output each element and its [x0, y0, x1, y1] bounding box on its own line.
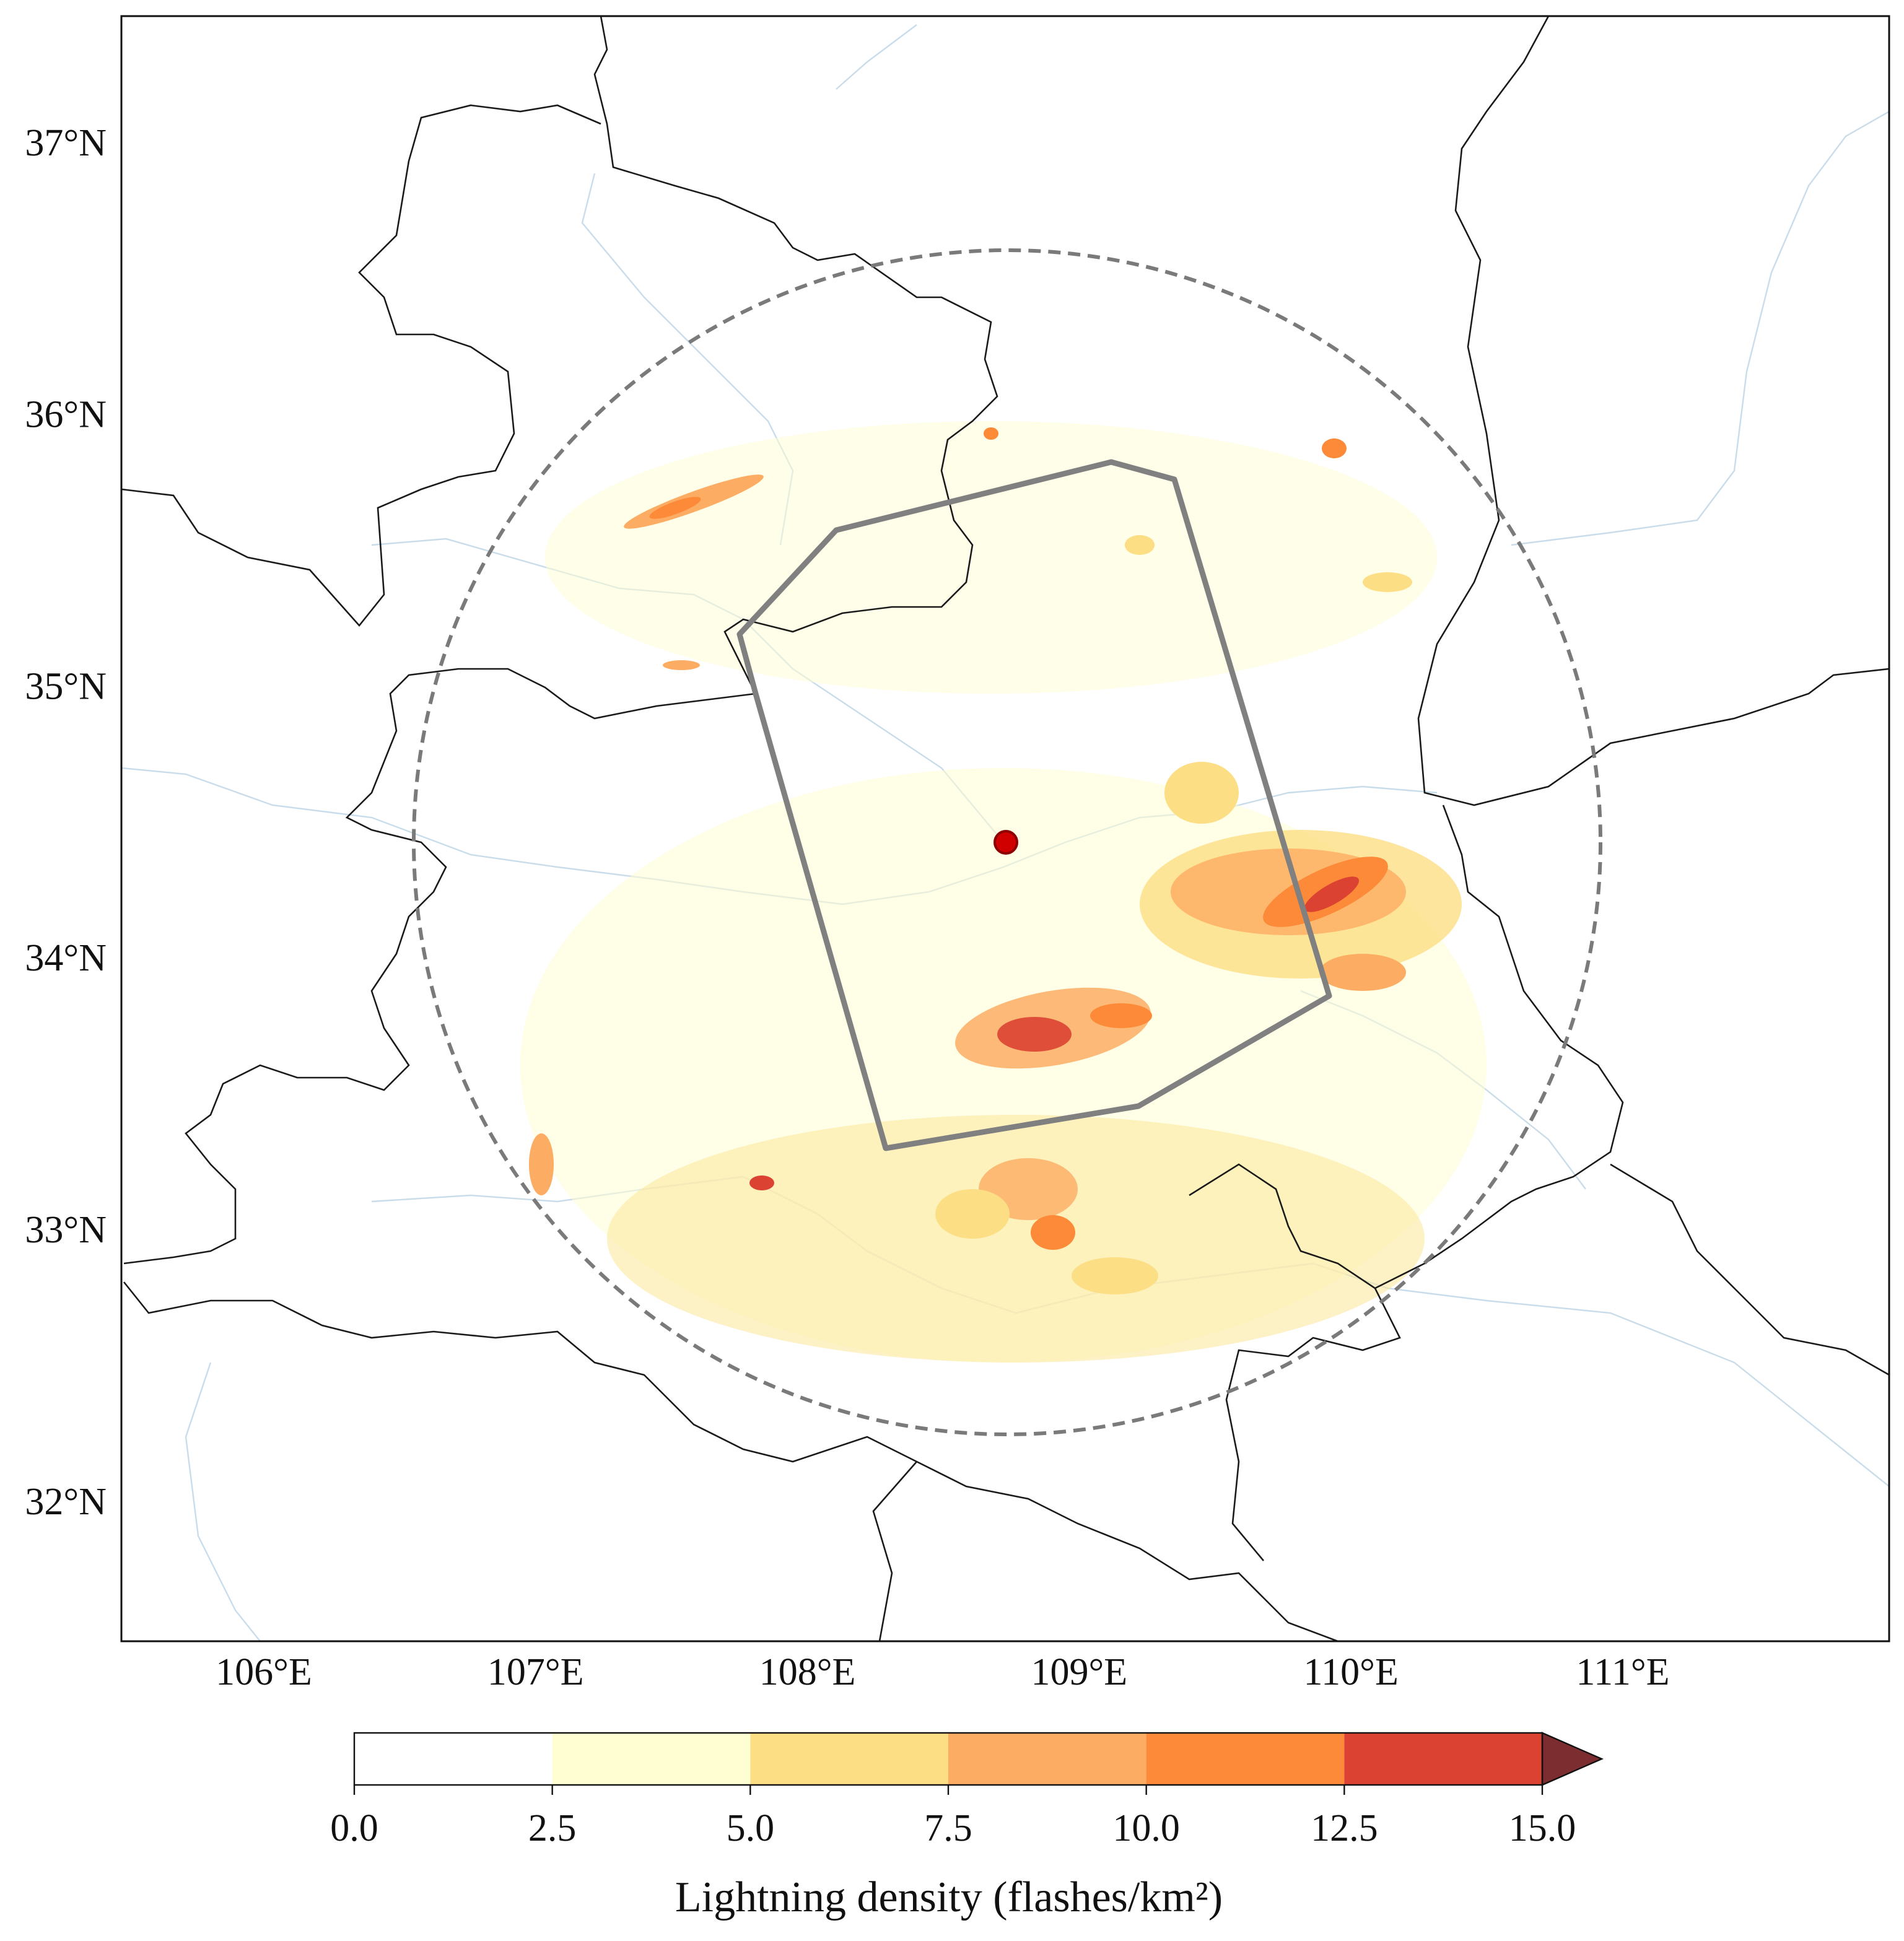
lightning-patch: [529, 1133, 554, 1195]
lightning-patch: [1090, 1003, 1152, 1028]
y-tick-label: 32°N: [25, 1481, 107, 1523]
lightning-patch: [1125, 535, 1155, 555]
lightning-patch: [935, 1189, 1010, 1239]
colorbar-tick-label: 10.0: [1112, 1807, 1180, 1849]
border: [872, 1461, 917, 1641]
lightning-patch: [649, 497, 701, 519]
lightning-patch: [1322, 438, 1347, 458]
radar-range-circle: [412, 248, 1602, 1436]
colorbar-tick-label: 7.5: [924, 1807, 972, 1849]
lightning-patch: [1363, 572, 1412, 592]
lightning-patch: [545, 421, 1437, 694]
x-tick-label: 109°E: [1031, 1651, 1128, 1693]
border: [1610, 1163, 1889, 1376]
border: [123, 16, 998, 1265]
colorbar-tick-label: 12.5: [1311, 1807, 1378, 1849]
axes: 106°E 107°E 108°E 109°E 110°E 111°E 32°N 33°N 34…: [25, 122, 1669, 1693]
lightning-patch: [1031, 1215, 1075, 1250]
x-tick-label: 107°E: [487, 1651, 584, 1693]
border: [1374, 805, 1624, 1289]
river: [1511, 110, 1889, 546]
y-tick-label: 36°N: [25, 394, 107, 436]
colorbar-bin: [1344, 1733, 1542, 1785]
colorbar-bin: [750, 1733, 948, 1785]
y-tick-label: 34°N: [25, 937, 107, 979]
borders: [121, 16, 1889, 1641]
colorbar-tick-label: 0.0: [330, 1807, 378, 1849]
lightning-patch: [1164, 762, 1239, 824]
river: [185, 1362, 261, 1641]
x-tick-label: 106°E: [216, 1651, 312, 1693]
colorbar-tick-label: 2.5: [528, 1807, 577, 1849]
colorbar-bin: [948, 1733, 1146, 1785]
map-area: [121, 16, 1889, 1641]
lightning-patch: [607, 1115, 1425, 1363]
lightning-patch: [1304, 876, 1360, 912]
y-tick-label: 33°N: [25, 1209, 107, 1251]
lightning-patch: [984, 427, 998, 440]
station: [993, 830, 1018, 855]
river: [836, 24, 917, 90]
colorbar-tick-label: 5.0: [727, 1807, 775, 1849]
colorbar-tick-label: 15.0: [1509, 1807, 1576, 1849]
colorbar-bin: [354, 1733, 552, 1785]
border: [1189, 1163, 1401, 1561]
lightning-patch: [663, 660, 700, 670]
colorbar-bin: [1146, 1733, 1345, 1785]
colorbar-bin: [552, 1733, 751, 1785]
x-tick-label: 108°E: [759, 1651, 856, 1693]
border: [123, 1281, 1338, 1641]
border: [1417, 16, 1889, 806]
colorbar-label: Lightning density (flashes/km²): [675, 1873, 1223, 1921]
x-tick-label: 110°E: [1303, 1651, 1398, 1693]
y-tick-label: 35°N: [25, 665, 107, 707]
map-frame: [120, 15, 1890, 1642]
y-tick-label: 37°N: [25, 122, 107, 164]
x-tick-label: 111°E: [1576, 1651, 1669, 1693]
lightning-patch: [1319, 954, 1406, 991]
lightning-patch: [1072, 1257, 1158, 1294]
lightning-patch: [749, 1176, 774, 1190]
lightning-patch: [997, 1017, 1072, 1052]
colorbar-extend: [1541, 1732, 1604, 1786]
lightning-field: [520, 421, 1487, 1363]
border: [121, 104, 601, 627]
study-area: [736, 459, 1332, 1151]
colorbar: 0.0 2.5 5.0 7.5 10.0 12.5 15.0: [330, 1732, 1604, 1849]
